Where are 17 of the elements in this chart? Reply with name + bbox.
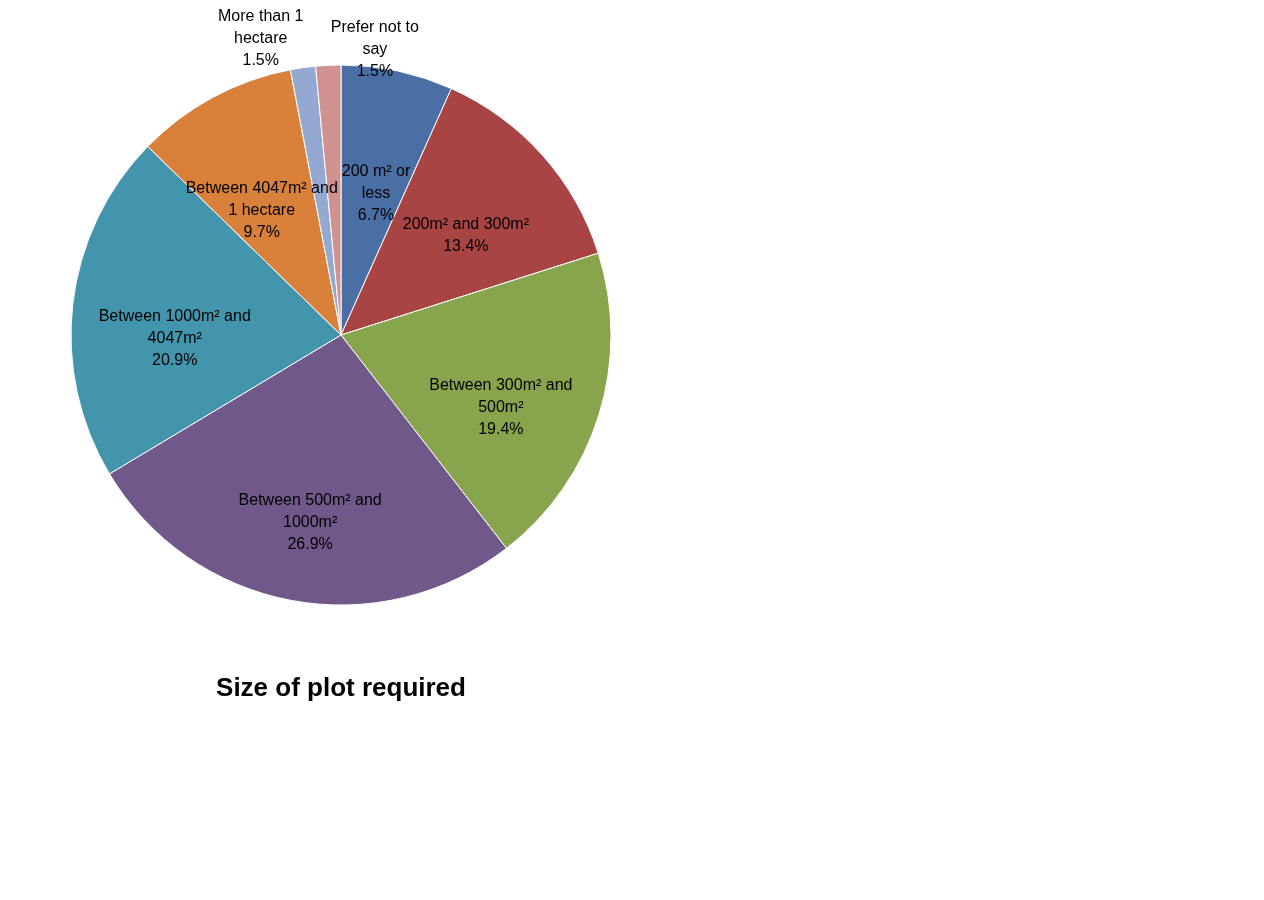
data-label: 6.7% <box>357 206 395 224</box>
slice-label: 200m² and 300m² <box>402 214 530 232</box>
slice-label: 200 m² or less <box>341 162 411 202</box>
data-label: 1.5% <box>242 50 279 68</box>
data-label: 26.9% <box>287 534 333 552</box>
slice-label: Between 1000m² and 4047m² <box>98 306 251 346</box>
slice-label: Between 4047m² and 1 hectare <box>185 178 338 218</box>
slice-label: More than 1 hectare <box>218 6 304 46</box>
data-label: 1.5% <box>356 62 394 80</box>
data-label: 20.9% <box>152 350 198 368</box>
data-label: 9.7% <box>243 222 280 240</box>
slice-label: Between 300m² and 500m² <box>429 375 573 415</box>
text: Size of plot required <box>216 672 466 702</box>
slice-label: Between 500m² and 1000m² <box>238 490 382 530</box>
data-label: 19.4% <box>478 419 524 437</box>
data-label: 13.4% <box>443 236 489 254</box>
slice-label: Prefer not to say <box>330 18 419 58</box>
